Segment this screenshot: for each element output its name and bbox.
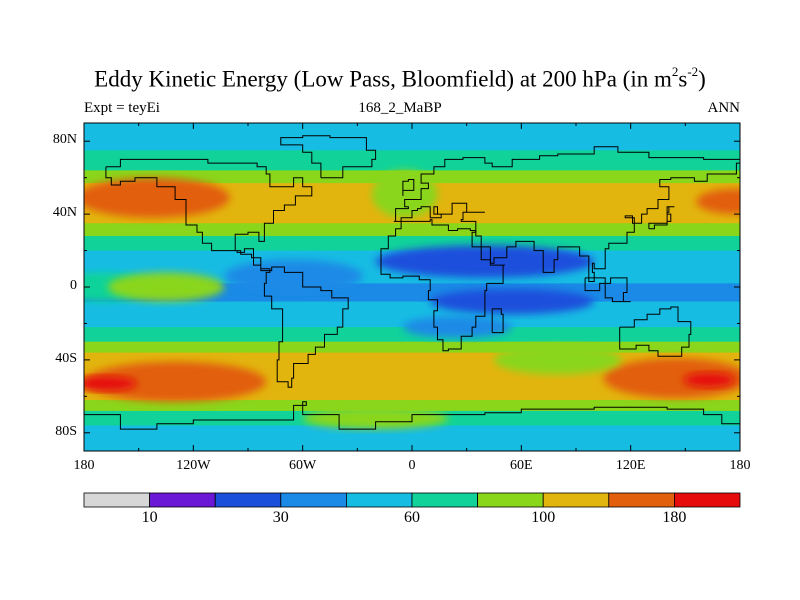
- coastline-4: [619, 306, 692, 357]
- contour-patch-4: [107, 272, 225, 302]
- colorbar-box-3: [280, 492, 347, 508]
- lon-label: 180: [73, 458, 95, 473]
- season-label: ANN: [707, 100, 741, 116]
- coastline-5: [491, 308, 504, 334]
- lon-label: 120E: [615, 458, 646, 473]
- colorbar-box-4: [345, 492, 413, 508]
- colorbar-label: 180: [662, 509, 687, 526]
- colorbar-box-9: [674, 492, 741, 508]
- coastline-1: [280, 135, 377, 179]
- contour-field: [84, 123, 740, 451]
- contour-band-12: [84, 399, 740, 412]
- colorbar-label: 30: [272, 509, 289, 526]
- lat-label: 80S: [55, 423, 77, 439]
- contour-band-1: [84, 150, 740, 171]
- case-name-label: 168_2_MaBP: [358, 100, 442, 116]
- lat-label: 40S: [55, 350, 77, 366]
- contour-patch-9: [84, 361, 267, 402]
- colorbar-box-1: [149, 492, 216, 508]
- colorbar-label: 100: [531, 509, 556, 526]
- colorbar-box-2: [214, 492, 282, 508]
- colorbar-box-6: [477, 492, 544, 508]
- contour-patch-2: [371, 170, 438, 218]
- coastline-8: [648, 206, 675, 230]
- contour-patch-14: [494, 345, 622, 375]
- colorbar: [83, 492, 741, 508]
- coastline-0: [105, 158, 349, 388]
- contour-patch-12: [683, 372, 735, 388]
- contour-patch-5: [224, 259, 363, 293]
- coastline-9: [84, 401, 740, 430]
- lat-label: 0: [70, 278, 77, 293]
- lat-label: 80N: [52, 132, 77, 148]
- colorbar-box-0: [83, 492, 150, 508]
- colorbar-box-7: [542, 492, 610, 508]
- coastlines: [84, 135, 740, 430]
- coastline-2: [393, 146, 740, 282]
- plot-title: Eddy Kinetic Energy (Low Pass, Bloomfiel…: [94, 64, 706, 92]
- colorbar-box-5: [411, 492, 478, 508]
- coastline-6: [584, 277, 631, 303]
- colorbar-label: 60: [404, 509, 420, 526]
- contour-patch-6: [375, 245, 595, 278]
- lon-label: 60E: [510, 458, 533, 473]
- axis-ticks: [83, 123, 741, 451]
- contour-patch-1: [696, 188, 740, 215]
- contour-band-9: [84, 327, 740, 343]
- contour-band-10: [84, 341, 740, 354]
- lon-label: 180: [729, 458, 751, 473]
- contour-patch-7: [430, 288, 595, 315]
- coastline-3: [380, 219, 505, 352]
- coastline-7: [402, 179, 415, 196]
- colorbar-label: 10: [141, 509, 158, 526]
- contour-band-5: [84, 235, 740, 252]
- contour-patch-0: [84, 177, 230, 218]
- contour-patch-10: [84, 376, 137, 391]
- lat-label: 40N: [52, 205, 77, 221]
- experiment-label: Expt = teyEi: [84, 100, 160, 116]
- lon-label: 0: [408, 458, 416, 473]
- lon-label: 60W: [289, 458, 317, 473]
- contour-patch-11: [603, 358, 740, 399]
- contour-band-4: [84, 223, 740, 237]
- colorbar-box-8: [608, 492, 675, 508]
- contour-patch-8: [402, 316, 513, 339]
- lon-label: 120W: [176, 458, 211, 473]
